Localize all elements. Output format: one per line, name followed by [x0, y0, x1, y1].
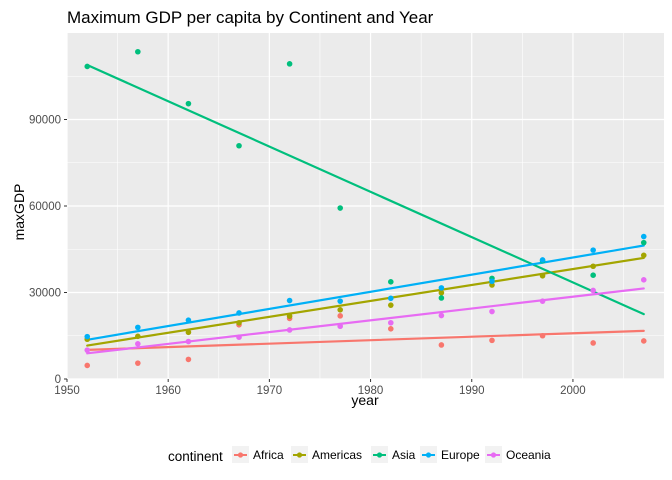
point-americas	[539, 272, 546, 279]
point-europe	[84, 333, 91, 340]
point-asia	[135, 48, 141, 55]
point-africa	[387, 326, 394, 332]
chart-marks	[84, 48, 647, 369]
legend-label-europe: Europe	[441, 448, 480, 462]
point-oceania	[135, 341, 141, 347]
point-africa	[135, 360, 141, 366]
point-oceania	[84, 347, 91, 353]
point-asia	[286, 61, 293, 67]
point-europe	[236, 310, 242, 316]
legend-key-point-oceania	[490, 452, 497, 458]
chart-title: Maximum GDP per capita by Continent and …	[67, 8, 434, 27]
point-americas	[438, 289, 445, 296]
point-oceania	[438, 312, 445, 319]
legend-label-oceania: Oceania	[506, 448, 551, 462]
point-africa	[337, 313, 344, 319]
point-europe	[185, 317, 192, 323]
point-europe	[539, 257, 546, 263]
point-asia	[236, 142, 242, 149]
legend-label-americas: Americas	[312, 448, 362, 462]
point-oceania	[286, 327, 293, 333]
x-axis-title: year	[351, 392, 379, 408]
point-asia	[387, 279, 394, 285]
chart-axes: 1950 1960 1970 1980 1990 2000 0 30000 60000 90000	[29, 115, 586, 398]
point-africa	[489, 337, 495, 344]
point-europe	[387, 295, 394, 302]
point-americas	[387, 302, 394, 308]
trend-line-asia	[86, 63, 645, 316]
point-africa	[438, 342, 445, 348]
point-africa	[539, 332, 546, 339]
x-tick-label: 1950	[54, 385, 80, 397]
x-tick-label: 1990	[459, 385, 485, 397]
point-europe	[286, 297, 293, 304]
point-europe	[590, 247, 596, 253]
point-africa	[84, 362, 91, 369]
point-europe	[640, 233, 647, 240]
point-africa	[590, 340, 596, 346]
point-americas	[337, 307, 344, 313]
point-europe	[438, 285, 445, 291]
point-americas	[286, 313, 293, 319]
legend: continent Africa Americas Asia Europe Oceani…	[168, 446, 551, 464]
x-tick-label: 1970	[257, 385, 283, 397]
point-asia	[590, 272, 596, 279]
point-oceania	[590, 287, 596, 294]
point-asia	[640, 239, 647, 246]
legend-key-point-africa	[237, 452, 244, 458]
point-oceania	[185, 338, 192, 345]
point-europe	[489, 278, 495, 285]
legend-label-africa: Africa	[253, 448, 284, 462]
point-oceania	[337, 323, 344, 330]
point-africa	[185, 356, 192, 363]
point-asia	[185, 100, 192, 107]
point-asia	[438, 295, 445, 301]
y-tick-label: 0	[55, 374, 61, 386]
point-oceania	[236, 334, 242, 340]
point-oceania	[489, 308, 495, 315]
trend-line-oceania	[86, 287, 645, 355]
legend-key-point-americas	[296, 452, 303, 458]
point-europe	[337, 298, 344, 304]
trend-line-europe	[86, 244, 645, 341]
x-tick-label: 1960	[155, 385, 181, 397]
point-americas	[590, 263, 596, 270]
point-oceania	[387, 319, 394, 326]
point-africa	[640, 338, 647, 344]
point-americas	[640, 252, 647, 259]
trend-line-africa	[86, 329, 645, 351]
point-oceania	[640, 277, 647, 283]
y-tick-label: 30000	[29, 288, 61, 300]
legend-key-point-europe	[425, 452, 432, 458]
x-tick-label: 1980	[358, 385, 384, 397]
y-tick-label: 60000	[29, 201, 61, 213]
point-americas	[236, 319, 242, 326]
legend-title: continent	[168, 449, 223, 464]
point-americas	[185, 329, 192, 336]
x-tick-label: 2000	[560, 385, 586, 397]
point-europe	[135, 324, 141, 331]
point-americas	[135, 333, 141, 340]
y-tick-label: 90000	[29, 115, 61, 127]
legend-label-asia: Asia	[392, 448, 416, 462]
point-oceania	[539, 298, 546, 304]
legend-key-point-asia	[376, 452, 383, 458]
point-asia	[337, 205, 344, 211]
y-axis-title: maxGDP	[11, 184, 27, 241]
point-asia	[84, 63, 91, 70]
